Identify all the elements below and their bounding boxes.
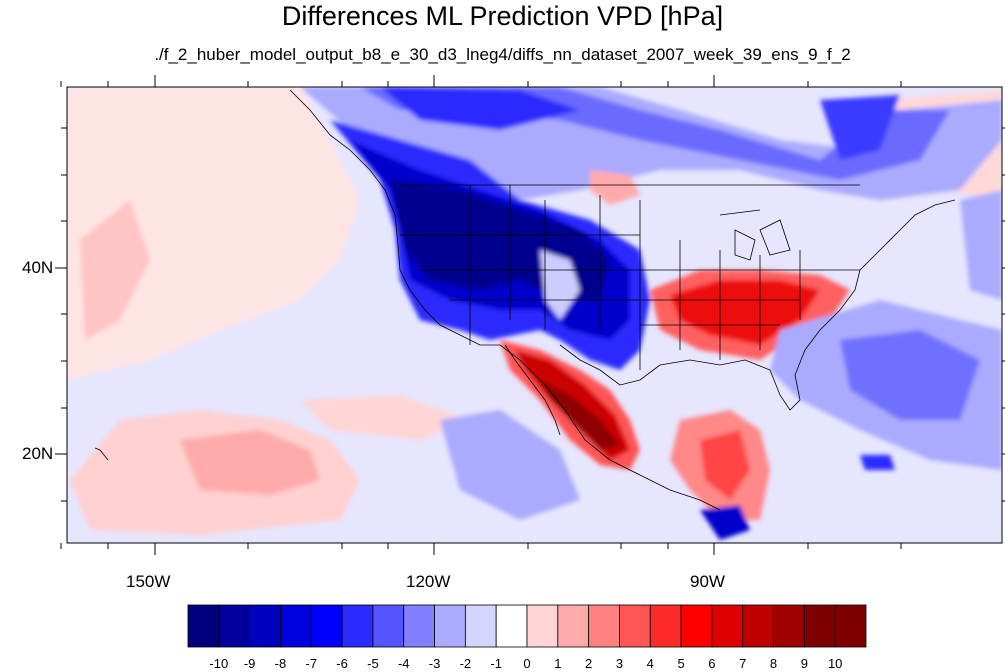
map-field <box>67 87 1002 543</box>
colorbar-label: -1 <box>490 656 502 671</box>
colorbar-box <box>649 604 682 648</box>
colorbar-box <box>742 604 774 648</box>
colorbar-label: 6 <box>708 656 716 671</box>
map-subtitle: ./f_2_huber_model_output_b8_e_30_d3_lneg… <box>154 45 851 64</box>
colorbar-label: 2 <box>585 656 593 671</box>
map-frame <box>66 86 1003 544</box>
colorbar-label: -5 <box>367 656 379 671</box>
colorbar-label: 1 <box>554 656 562 671</box>
lat-label-20n: 20N <box>22 444 54 463</box>
colorbar-label: 5 <box>677 656 685 671</box>
coastline-lines <box>94 89 956 511</box>
colorbar-label: 0 <box>523 656 531 671</box>
colorbar-box <box>773 604 805 648</box>
colorbar-box <box>680 604 713 648</box>
colorbar-label: -6 <box>336 656 348 671</box>
colorbar-box <box>249 604 281 648</box>
colorbar-box <box>803 604 836 648</box>
colorbar-box <box>619 604 651 648</box>
colorbar-label: 8 <box>769 656 778 671</box>
colorbar <box>187 604 867 648</box>
colorbar-label: -8 <box>274 656 287 671</box>
colorbar-box <box>711 604 744 648</box>
colorbar-label: 10 <box>827 656 843 671</box>
colorbar-label: 4 <box>646 656 654 671</box>
colorbar-box <box>218 604 251 648</box>
lon-label-150w: 150W <box>126 572 171 591</box>
lon-label-90w: 90W <box>690 572 725 591</box>
colorbar-box <box>834 604 867 648</box>
colorbar-label: 3 <box>615 656 624 671</box>
colorbar-box <box>280 604 312 648</box>
lat-label-40n: 40N <box>22 258 54 277</box>
colorbar-label: 7 <box>739 656 747 671</box>
colorbar-box <box>187 604 220 648</box>
colorbar-box <box>588 604 620 648</box>
colorbar-box <box>557 604 590 648</box>
lon-label-120w: 120W <box>406 572 451 591</box>
map-title: Differences ML Prediction VPD [hPa] <box>281 1 724 31</box>
colorbar-label: -7 <box>305 656 318 671</box>
colorbar-box <box>434 604 466 648</box>
colorbar-box <box>341 604 374 648</box>
colorbar-label: -3 <box>428 656 441 671</box>
colorbar-label: 9 <box>800 656 808 671</box>
colorbar-box <box>310 604 343 648</box>
colorbar-label: -2 <box>459 656 472 671</box>
colorbar-box <box>526 604 559 648</box>
colorbar-box <box>464 604 497 648</box>
colorbar-box <box>372 604 405 648</box>
colorbar-box <box>495 604 528 648</box>
colorbar-label: -10 <box>209 656 229 671</box>
axis-ticks <box>55 75 1005 555</box>
colorbar-box <box>403 604 435 648</box>
colorbar-label: -9 <box>243 656 256 671</box>
colorbar-label: -4 <box>397 656 410 671</box>
